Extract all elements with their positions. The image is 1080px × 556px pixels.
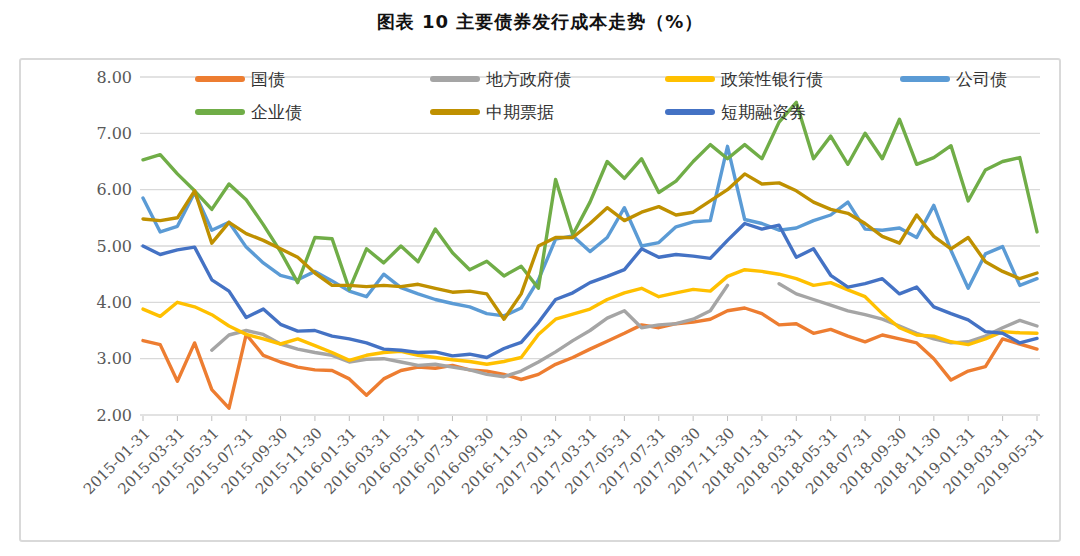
legend-item-short-term-financing-bill: 短期融资券 [665, 101, 806, 123]
legend-swatch-enterprise-bond [195, 109, 245, 115]
y-axis-tick-label: 5.00 [96, 237, 132, 256]
series-line-enterprise-bond [143, 102, 1037, 289]
series-line-corporate-bond [143, 146, 1037, 316]
legend-item-enterprise-bond: 企业债 [195, 101, 302, 123]
legend-swatch-policy-bank-bond [665, 76, 715, 82]
legend-label-local-government-bond: 地方政府债 [486, 68, 571, 91]
legend-label-medium-term-note: 中期票据 [486, 101, 554, 124]
legend-swatch-corporate-bond [900, 76, 950, 82]
legend-item-policy-bank-bond: 政策性银行债 [665, 68, 823, 90]
y-axis-tick-label: 2.00 [96, 406, 132, 425]
legend-label-enterprise-bond: 企业债 [251, 101, 302, 124]
legend-swatch-short-term-financing-bill [665, 109, 715, 115]
y-axis-tick-label: 6.00 [96, 180, 132, 199]
y-axis-tick-label: 7.00 [96, 124, 132, 143]
legend-label-policy-bank-bond: 政策性银行债 [721, 68, 823, 91]
y-axis-tick-label: 4.00 [96, 293, 132, 312]
legend-item-corporate-bond: 公司债 [900, 68, 1007, 90]
legend-label-short-term-financing-bill: 短期融资券 [721, 101, 806, 124]
y-axis-tick-label: 8.00 [96, 68, 132, 87]
y-axis-tick-label: 3.00 [96, 349, 132, 368]
legend-label-treasury-bond: 国债 [251, 68, 285, 91]
legend-label-corporate-bond: 公司债 [956, 68, 1007, 91]
legend-item-local-government-bond: 地方政府债 [430, 68, 571, 90]
legend-item-treasury-bond: 国债 [195, 68, 285, 90]
legend-swatch-local-government-bond [430, 76, 480, 82]
legend-swatch-medium-term-note [430, 109, 480, 115]
legend-swatch-treasury-bond [195, 76, 245, 82]
legend-item-medium-term-note: 中期票据 [430, 101, 554, 123]
